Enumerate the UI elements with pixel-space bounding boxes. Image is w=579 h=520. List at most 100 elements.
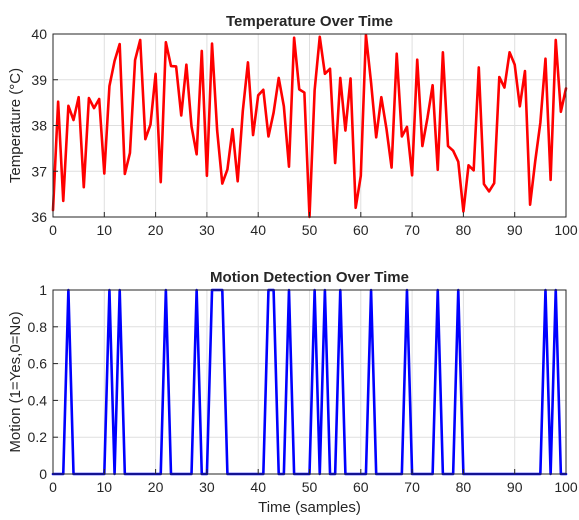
temperature-data-point (257, 94, 259, 96)
temperature-data-point (478, 66, 480, 68)
temperature-data-point (550, 179, 552, 181)
motion-x-tick-label: 30 (199, 479, 215, 495)
temperature-y-axis-label: Temperature (°C) (7, 68, 24, 183)
temperature-data-point (355, 207, 357, 209)
temperature-chart-title: Temperature Over Time (226, 13, 393, 30)
temperature-data-point (211, 43, 213, 45)
temperature-data-point (149, 123, 152, 126)
temperature-data-point (293, 37, 295, 39)
temperature-data-point (411, 174, 413, 176)
temperature-plot: 0 10 20 30 40 50 60 70 80 90 100 36 37 38 39 40 Tempera… (7, 13, 578, 238)
temperature-data-point (272, 112, 275, 114)
motion-x-tick-label: 60 (353, 479, 369, 495)
motion-x-tick-label: 0 (49, 479, 57, 495)
temperature-data-point (57, 101, 59, 103)
motion-x-tick-label: 100 (554, 479, 578, 495)
temperature-data-point (483, 183, 485, 185)
temperature-data-point (252, 134, 254, 136)
motion-plot: 0 10 20 30 40 50 60 70 80 90 100 0 0.2 0.4 0.6 0.8 1 Mot… (7, 269, 578, 516)
temperature-data-point (231, 128, 234, 130)
temperature-data-point (196, 153, 198, 155)
motion-x-axis-label: Time (samples) (258, 499, 361, 516)
temperature-tick-labels: 0 10 20 30 40 50 60 70 80 90 100 36 37 38 39 40 (31, 26, 577, 238)
temperature-data-point (544, 58, 547, 60)
temperature-data-point (360, 175, 362, 177)
motion-x-tick-label: 40 (250, 479, 266, 495)
temperature-data-point (144, 138, 146, 140)
motion-x-tick-label: 70 (404, 479, 420, 495)
temperature-data-point (406, 126, 408, 128)
temperature-data-point (498, 76, 500, 78)
temperature-x-tick-label: 80 (456, 222, 472, 238)
temperature-data-point (160, 181, 162, 183)
temperature-x-tick-label: 100 (554, 222, 578, 238)
temperature-data-point (365, 34, 367, 36)
temperature-data-point (221, 183, 223, 185)
temperature-data-point (93, 107, 95, 109)
temperature-data-point (488, 190, 490, 192)
temperature-y-tick-label: 38 (31, 118, 47, 134)
temperature-data-point (175, 65, 177, 68)
motion-y-tick-label: 0.2 (28, 429, 48, 445)
temperature-x-tick-label: 70 (404, 222, 420, 238)
temperature-x-tick-label: 10 (97, 222, 113, 238)
temperature-y-tick-label: 39 (31, 72, 47, 88)
temperature-data-point (493, 182, 495, 184)
temperature-data-point (385, 128, 388, 130)
temperature-data-point (206, 175, 208, 177)
temperature-data-point (462, 210, 464, 213)
temperature-data-point (113, 60, 116, 62)
motion-chart-title: Motion Detection Over Time (210, 269, 409, 286)
temperature-data-point (124, 173, 126, 175)
motion-y-tick-label: 1 (39, 282, 47, 298)
temperature-data-point (165, 41, 167, 43)
temperature-data-point (324, 73, 326, 75)
temperature-data-point (349, 77, 352, 79)
motion-x-tick-label: 90 (507, 479, 523, 495)
temperature-data-point (134, 59, 136, 61)
motion-x-tick-label: 80 (456, 479, 472, 495)
temperature-data-point (283, 105, 285, 107)
temperature-data-point (216, 129, 218, 132)
temperature-data-point (421, 145, 423, 147)
temperature-data-point (437, 169, 439, 171)
motion-y-tick-label: 0.4 (28, 392, 48, 408)
motion-x-tick-label: 20 (148, 479, 164, 495)
temperature-data-point (78, 96, 80, 98)
temperature-data-point (319, 36, 321, 38)
temperature-data-point (503, 86, 506, 89)
temperature-data-point (519, 105, 521, 107)
temperature-x-tick-label: 50 (302, 222, 318, 238)
temperature-data-point (201, 50, 203, 52)
temperature-data-point (508, 51, 511, 53)
temperature-x-tick-label: 40 (250, 222, 266, 238)
temperature-data-point (442, 51, 444, 53)
temperature-data-point (185, 64, 187, 66)
temperature-data-point (267, 135, 270, 138)
temperature-data-point (262, 89, 264, 91)
temperature-data-point (170, 65, 172, 67)
temperature-data-point (108, 85, 111, 87)
motion-y-axis-label: Motion (1=Yes,0=No) (7, 311, 24, 452)
temperature-data-point (401, 135, 403, 138)
temperature-data-point (457, 161, 459, 163)
temperature-x-tick-label: 20 (148, 222, 164, 238)
temperature-data-point (334, 162, 336, 164)
temperature-data-point (370, 81, 372, 84)
temperature-data-point (103, 172, 105, 175)
temperature-x-tick-label: 0 (49, 222, 57, 238)
temperature-data-point (88, 97, 90, 99)
temperature-data-point (529, 204, 531, 206)
temperature-data-point (329, 68, 331, 70)
temperature-data-point (344, 129, 347, 132)
temperature-data-point (534, 160, 536, 162)
temperature-data-point (226, 168, 229, 171)
temperature-data-point (62, 200, 64, 202)
temperature-data-point (447, 145, 449, 147)
temperature-data-point (119, 43, 121, 45)
temperature-y-tick-label: 37 (31, 163, 47, 179)
temperature-data-point (380, 96, 382, 98)
temperature-data-point (180, 114, 182, 117)
temperature-data-point (314, 89, 316, 91)
